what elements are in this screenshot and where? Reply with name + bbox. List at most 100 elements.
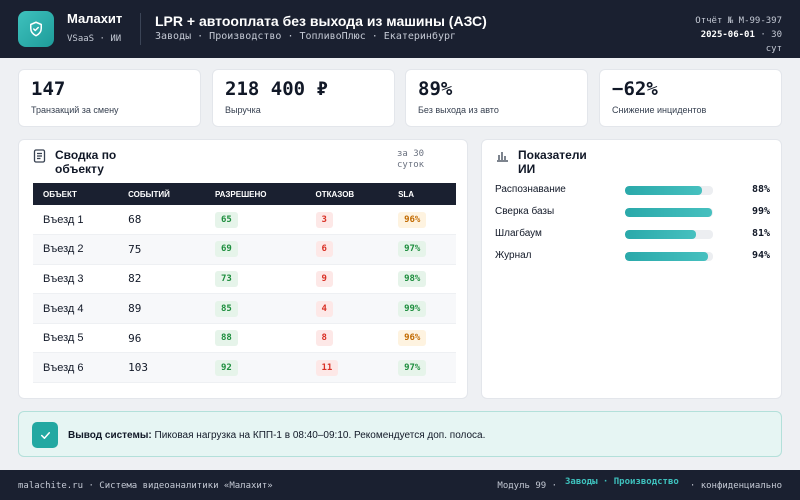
status-badge: 3 [315, 211, 333, 228]
cell-allowed: 92 [204, 352, 306, 384]
ai-metric-bar [625, 186, 713, 195]
ai-metric-bar [625, 230, 713, 239]
kpi-value: 218 400 ₽ [225, 78, 328, 100]
status-badge: 11 [315, 359, 339, 376]
cell-allowed: 88 [204, 323, 306, 354]
kpi-card-incidents: −62% Снижение инцидентов [599, 69, 782, 127]
table-row[interactable]: Въезд 5 96 88 8 96% [33, 323, 456, 354]
status-badge: 9 [315, 270, 333, 287]
alert-label: Вывод системы: [68, 430, 152, 441]
kpi-card-no-exit: 89% Без выхода из авто [405, 69, 588, 127]
status-badge: 96% [398, 330, 427, 347]
kpi-label: Выручка [225, 105, 261, 115]
footer-accent[interactable]: Заводы · Производство [565, 477, 679, 487]
kpi-label: Транзакций за смену [31, 105, 119, 115]
cell-text: 103 [128, 361, 148, 375]
cell-object: Въезд 6 [33, 352, 119, 384]
kpi-label: Снижение инцидентов [612, 105, 707, 115]
report-number: Отчёт № M-99-397 [695, 16, 782, 26]
ai-metric-fill [625, 186, 703, 195]
kpi-card-revenue: 218 400 ₽ Выручка [212, 69, 395, 127]
footer-confidential: · конфиденциально [689, 481, 782, 491]
table-row[interactable]: Въезд 3 82 73 9 98% [33, 264, 456, 295]
cell-text: Въезд 2 [43, 243, 84, 256]
column-header: ОТКАЗОВ [305, 183, 389, 205]
table-row[interactable]: Въезд 4 89 85 4 99% [33, 293, 456, 324]
ai-metric-bar [625, 252, 713, 261]
cell-text: Въезд 5 [43, 332, 84, 345]
app-header: Малахит VSaaS · ИИ LPR + автооплата без … [0, 0, 800, 58]
ai-metric-row: Сверка базы 99% [495, 206, 770, 220]
ai-metric-value: 81% [751, 228, 770, 239]
alert-text: Вывод системы: Пиковая нагрузка на КПП-1… [68, 429, 488, 443]
status-badge: 97% [398, 359, 427, 376]
report-date: 2025-06-01 [700, 30, 755, 40]
status-badge: 8 [315, 330, 333, 347]
kpi-label: Без выхода из авто [418, 105, 499, 115]
check-icon [32, 422, 58, 448]
app-footer: malachite.ru · Система видеоаналитики «М… [0, 470, 800, 500]
summary-title: Сводка по объекту [55, 148, 117, 176]
cell-sla: 99% [388, 293, 456, 324]
status-badge: 96% [398, 211, 427, 228]
cell-denied: 3 [305, 205, 389, 236]
status-badge: 99% [398, 300, 427, 317]
document-icon [33, 149, 46, 163]
status-badge: 6 [315, 241, 333, 258]
cell-sla: 96% [388, 323, 456, 354]
system-conclusion-alert: Вывод системы: Пиковая нагрузка на КПП-1… [18, 411, 782, 457]
cell-object: Въезд 2 [33, 234, 119, 265]
summary-table: ОБЪЕКТ СОБЫТИЙ РАЗРЕШЕНО ОТКАЗОВ SLA Въе… [33, 183, 456, 384]
cell-events: 82 [118, 264, 205, 295]
footer-right: Модуль 99 · · конфиденциально [497, 481, 782, 491]
cell-events: 89 [118, 293, 205, 324]
cell-text: 89 [128, 302, 142, 316]
ai-metric-row: Шлагбаум 81% [495, 228, 770, 242]
cell-denied: 6 [305, 234, 389, 265]
table-row[interactable]: Въезд 6 103 92 11 97% [33, 352, 456, 384]
cell-text: Въезд 6 [43, 361, 84, 374]
footer-module: Модуль 99 · [497, 481, 558, 491]
ai-metric-row: Распознавание 88% [495, 184, 770, 198]
cell-text: Въезд 1 [43, 213, 84, 226]
shield-check-icon [30, 21, 42, 37]
status-badge: 85 [214, 300, 238, 317]
kpi-value: −62% [612, 78, 658, 100]
report-period: · 30 [760, 30, 782, 40]
status-badge: 4 [315, 300, 333, 317]
summary-panel: Сводка по объекту за 30 суток ОБЪЕКТ СОБ… [18, 139, 468, 399]
table-row[interactable]: Въезд 2 75 69 6 97% [33, 234, 456, 265]
cell-sla: 97% [388, 234, 456, 265]
cell-object: Въезд 4 [33, 293, 119, 324]
ai-metric-value: 94% [751, 250, 770, 261]
cell-events: 75 [118, 234, 205, 265]
cell-sla: 97% [388, 352, 456, 384]
footer-left[interactable]: malachite.ru · Система видеоаналитики «М… [18, 481, 273, 491]
ai-metric-fill [625, 230, 697, 239]
page-title: LPR + автооплата без выхода из машины (А… [155, 13, 487, 29]
column-header: SLA [388, 183, 456, 205]
status-badge: 98% [398, 270, 427, 287]
breadcrumb[interactable]: Заводы · Производство · ТопливоПлюс · Ек… [155, 31, 457, 42]
status-badge: 69 [214, 241, 238, 258]
status-badge: 65 [214, 211, 238, 228]
table-row[interactable]: Въезд 1 68 65 3 96% [33, 205, 456, 236]
ai-metric-value: 99% [751, 206, 770, 217]
ai-title: Показатели ИИ [518, 148, 587, 176]
brand-logo[interactable] [18, 11, 54, 47]
ai-metric-label: Шлагбаум [495, 228, 542, 239]
cell-allowed: 85 [204, 293, 306, 324]
status-badge: 92 [214, 359, 238, 376]
ai-metric-value: 88% [751, 184, 770, 195]
cell-allowed: 73 [204, 264, 306, 295]
cell-text: 82 [128, 272, 142, 286]
kpi-value: 89% [418, 78, 453, 100]
cell-denied: 4 [305, 293, 389, 324]
cell-allowed: 69 [204, 234, 306, 265]
status-badge: 73 [214, 270, 238, 287]
alert-message: Пиковая нагрузка на КПП-1 в 08:40–09:10.… [154, 430, 486, 441]
kpi-value: 147 [31, 78, 66, 100]
brand-subtitle: VSaaS · ИИ [67, 34, 122, 44]
ai-metric-bar [625, 208, 713, 217]
ai-metric-label: Распознавание [495, 184, 566, 195]
